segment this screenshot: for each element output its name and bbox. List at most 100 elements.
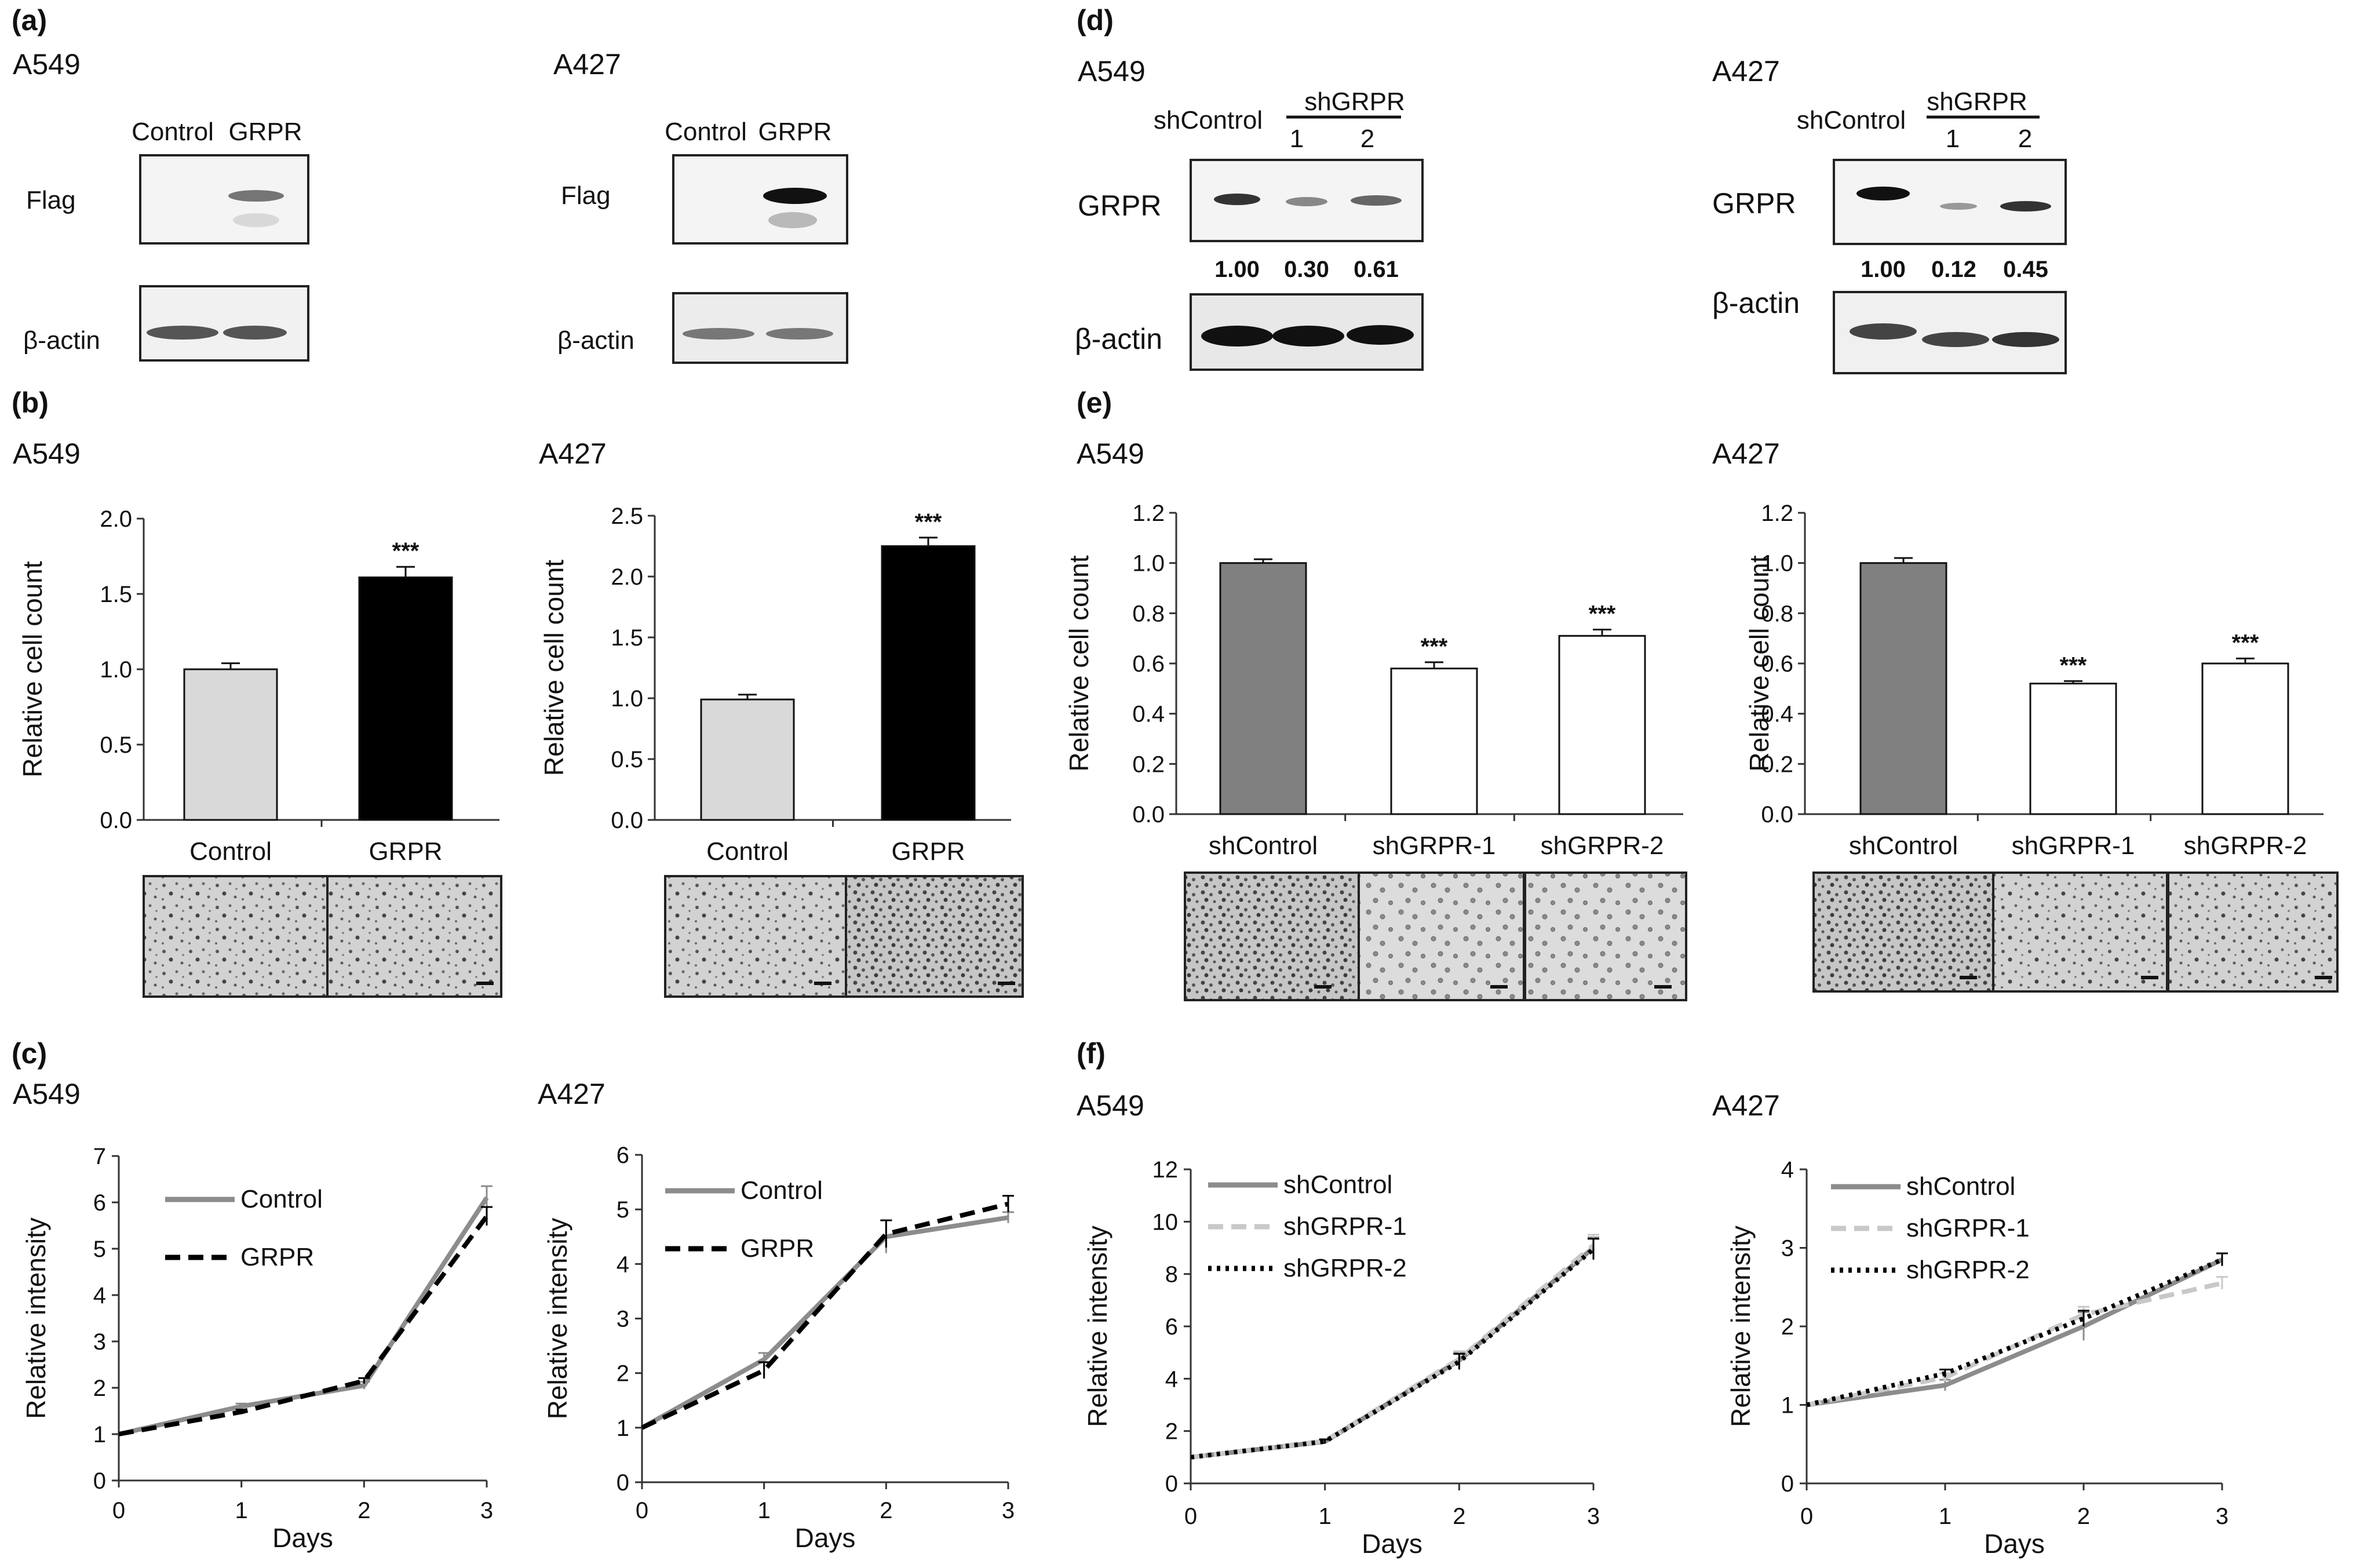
line-chart-f-a427: A427 0 1 2 3 4 0 1 2 3 Days Relative intensity shCon… — [1712, 1089, 2228, 1559]
y-tick-label: 6 — [617, 1143, 629, 1168]
legend-label-grpr: GRPR — [240, 1243, 314, 1271]
bar-shgrpr-1 — [1390, 668, 1478, 815]
x-tick-label: 2 — [358, 1498, 370, 1523]
y-tick-label: 4 — [1165, 1366, 1178, 1392]
y-tick-label: 0 — [617, 1470, 629, 1496]
legend-label-shgrpr-1: shGRPR-1 — [1283, 1212, 1407, 1241]
y-tick-label: 3 — [93, 1329, 106, 1355]
x-tick-label: 3 — [2216, 1504, 2228, 1529]
micrograph-b-a549-grpr — [326, 875, 502, 998]
category-label: GRPR — [891, 837, 965, 866]
x-tick-label: 1 — [758, 1498, 771, 1523]
y-tick-label: 1.2 — [1132, 501, 1165, 526]
y-tick-label: 0.0 — [1761, 802, 1793, 827]
y-tick-label: 2 — [93, 1376, 106, 1401]
y-axis-label: Relative intensity — [1726, 1226, 1756, 1427]
micrographs-e-a427 — [1812, 871, 2339, 993]
significance-label: *** — [2232, 630, 2259, 655]
micrograph-e-a549-shgrpr-1 — [1358, 871, 1525, 1001]
blot-a-a427-lane-grpr: GRPR — [758, 118, 831, 146]
blot-a-a427: A427 Control GRPR Flag β-actin — [553, 48, 848, 364]
blot-d-a427-grpr-band-3 — [2000, 201, 2051, 212]
blot-a-a427-actin-band-1 — [683, 328, 754, 340]
scale-bar — [476, 982, 494, 985]
y-tick-label: 4 — [617, 1252, 629, 1277]
blot-d-a427-cell: A427 — [1712, 55, 1780, 87]
y-tick-label: 5 — [93, 1237, 106, 1262]
blot-a-a427-cell: A427 — [553, 48, 621, 81]
y-tick-label: 10 — [1152, 1209, 1179, 1235]
micrograph-e-a427-shgrpr-2 — [2167, 871, 2339, 993]
bar-grpr — [881, 545, 976, 821]
blot-d-a427-quant-2: 0.12 — [1931, 257, 1976, 282]
category-label: GRPR — [369, 837, 442, 866]
x-tick-label: 3 — [480, 1498, 493, 1523]
y-tick-label: 0.0 — [100, 808, 132, 833]
x-tick-label: 3 — [1002, 1498, 1015, 1523]
bar-shcontrol — [1219, 562, 1307, 815]
y-tick-label: 0 — [1781, 1471, 1794, 1497]
blot-d-a427-actin-band-2 — [1922, 332, 1989, 347]
x-axis-label: Days — [795, 1523, 856, 1553]
y-tick-label: 0.5 — [100, 732, 132, 758]
x-tick-label: 2 — [880, 1498, 892, 1523]
blot-d-a427-quant-3: 0.45 — [2003, 257, 2048, 282]
x-tick-label: 3 — [1587, 1504, 1600, 1529]
legend-label-shgrpr-2: shGRPR-2 — [1283, 1254, 1407, 1282]
bar-shcontrol — [1859, 562, 1947, 815]
chart-title: A549 — [1077, 1089, 1144, 1122]
series-line-shgrpr-2 — [1806, 1257, 2223, 1407]
scale-bar — [1490, 985, 1508, 989]
y-tick-label: 4 — [93, 1283, 106, 1308]
series-line-grpr — [118, 1215, 489, 1436]
bar-chart-b-a427: A427 0.0 0.5 1.0 1.5 2.0 2.5 Relative cell coun… — [539, 437, 1011, 866]
legend-label-shgrpr-2: shGRPR-2 — [1906, 1256, 2030, 1284]
y-tick-label: 1.0 — [1132, 551, 1165, 577]
scale-bar — [998, 982, 1015, 985]
legend-label-control: Control — [741, 1176, 823, 1205]
y-axis-label: Relative intensity — [1082, 1226, 1112, 1427]
blot-a-a427-actin-band-2 — [766, 328, 833, 340]
blot-d-a427: A427 shControl shGRPR 1 2 GRPR 1.00 0.12… — [1712, 55, 2067, 374]
y-tick-label: 3 — [617, 1307, 629, 1332]
panel-d-letter: (d) — [1077, 4, 1114, 37]
blot-d-a549-actin-band-3 — [1347, 325, 1414, 345]
line-chart-c-a427: A427 0 1 2 3 4 5 6 0 1 2 3 Days Relative intensity Con… — [538, 1078, 1015, 1553]
y-tick-label: 4 — [1781, 1157, 1794, 1183]
category-label: shGRPR-1 — [2012, 832, 2135, 860]
y-tick-label: 0.6 — [1132, 651, 1165, 677]
blot-d-a549-row-actin: β-actin — [1075, 323, 1162, 355]
y-tick-label: 1.0 — [1761, 551, 1793, 577]
category-label: Control — [189, 837, 272, 866]
panel-c-letter: (c) — [12, 1037, 47, 1070]
blot-a-a549-actin-band-2 — [223, 326, 287, 340]
y-tick-label: 5 — [617, 1197, 629, 1223]
y-tick-label: 0.0 — [611, 808, 643, 833]
blot-a-a549: A549 Control GRPR Flag β-actin — [13, 48, 309, 362]
blot-d-a427-lane-2: 2 — [2018, 125, 2032, 153]
panel-b-letter: (b) — [12, 386, 49, 419]
y-tick-label: 3 — [1781, 1236, 1794, 1261]
scale-bar — [1654, 985, 1672, 989]
category-label: shGRPR-2 — [2184, 832, 2307, 860]
bar-chart-e-a549: A549 0.0 0.2 0.4 0.6 0.8 1.0 1.2 Relative cell c… — [1064, 437, 1683, 860]
y-tick-label: 1.0 — [100, 657, 132, 683]
chart-title: A427 — [1712, 1089, 1780, 1122]
blot-a-a549-cell: A549 — [13, 48, 81, 81]
chart-title: A549 — [13, 437, 81, 470]
y-tick-label: 1.0 — [611, 686, 643, 712]
significance-label: *** — [392, 538, 420, 564]
y-tick-label: 2 — [617, 1361, 629, 1387]
significance-label: *** — [2060, 652, 2087, 678]
blot-d-a549-actin-band-1 — [1201, 326, 1273, 347]
y-axis-label: Relative intensity — [21, 1217, 51, 1419]
blot-d-a549-cell: A549 — [1078, 55, 1146, 87]
panel-f-letter: (f) — [1077, 1037, 1106, 1070]
micrographs-e-a549 — [1184, 871, 1687, 1001]
blot-d-a427-quant-1: 1.00 — [1861, 257, 1906, 282]
blot-a-a549-actin-band-1 — [147, 326, 218, 340]
blot-d-a427-lane-1: 1 — [1946, 125, 1960, 153]
x-tick-label: 0 — [112, 1498, 125, 1523]
y-tick-label: 2.5 — [611, 504, 643, 529]
y-axis-label: Relative cell count — [17, 561, 48, 778]
